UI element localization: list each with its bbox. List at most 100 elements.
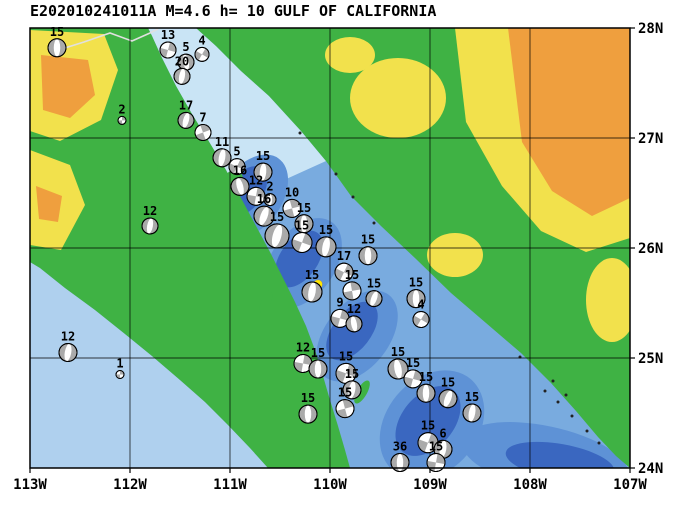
focal-mechanism [47,38,67,58]
lat-tick-label: 24N [638,461,663,477]
depth-label: 11 [215,135,229,149]
depth-label: 1 [116,357,123,371]
graticule-layer: 113W 112W 111W 110W 109W 108W 107W 28N 27N 26N 25N… [13,21,663,493]
depth-label: 13 [161,28,175,42]
focal-mechanism [412,311,430,328]
depth-label: 15 [409,276,423,290]
depth-label: 12 [61,330,75,344]
depth-label: 12 [143,204,157,218]
depth-label: 15 [297,201,311,215]
terrain-layer [30,28,630,468]
depth-label: 12 [347,302,361,316]
focal-mechanism [308,359,328,379]
lon-tick-label: 108W [513,477,547,493]
depth-label: 5 [233,145,240,159]
depth-label: 16 [257,192,271,206]
lat-tick-label: 25N [638,351,663,367]
focal-mechanism [345,315,363,333]
depth-label: 15 [301,391,315,405]
depth-label: 15 [305,268,319,282]
focal-mechanism [291,232,313,253]
highlands [30,28,630,342]
focal-mechanism [253,205,275,227]
focal-mechanism [406,289,426,309]
focal-mechanism [335,362,357,384]
depth-label: 17 [179,98,193,112]
depth-label: 15 [270,210,284,224]
focal-mechanism [212,148,232,168]
depth-label: 15 [361,233,375,247]
focal-mechanism [294,214,314,234]
depth-label: 15 [345,367,359,381]
coastal-islets [298,131,601,445]
depth-label: 4 [417,298,424,312]
depth-label: 20 [175,54,189,68]
depth-label: 15 [311,346,325,360]
depth-label: 6 [439,426,446,440]
depth-label: 15 [345,268,359,282]
focal-mechanism [173,67,191,85]
depth-label: 15 [429,440,443,454]
lon-tick-label: 110W [313,477,347,493]
focal-mechanism [230,176,250,196]
depth-label: 36 [393,440,407,454]
depth-label: 10 [285,185,299,199]
lon-tick-label: 111W [213,477,247,493]
depth-label: 9 [336,295,343,309]
depth-label: 17 [337,249,351,263]
depth-label: 16 [233,163,247,177]
focal-mechanism [426,453,446,472]
depth-label: 15 [367,277,381,291]
lon-tick-label: 107W [613,477,647,493]
lat-tick-label: 26N [638,241,663,257]
depth-label: 15 [256,149,270,163]
focal-mechanism [462,403,482,423]
focal-mechanism [335,399,355,419]
focal-mechanism [365,290,383,308]
pacific-ocean [30,262,268,468]
focal-mechanism [194,124,212,141]
focal-mechanism [194,46,210,62]
focal-mechanism [334,262,354,282]
lon-tick-label: 109W [413,477,447,493]
depth-label: 4 [198,33,205,47]
focal-mechanism-layer [47,38,482,472]
focal-mechanism [358,246,378,266]
focal-mechanism [387,358,409,380]
lat-tick-label: 27N [638,131,663,147]
depth-label: 15 [338,386,352,400]
depth-label: 5 [182,40,189,54]
focal-mechanism [417,432,439,454]
depth-label: 12 [249,173,263,187]
depth-label: 15 [319,223,333,237]
focal-mechanism [298,404,318,424]
map-frame [29,27,631,469]
focal-mechanism [117,115,127,125]
depth-label: 12 [296,341,310,355]
focal-mechanism [342,281,362,301]
focal-mechanism [177,111,195,129]
focal-mechanism [438,389,458,409]
focal-mechanism [141,217,159,235]
focal-mechanism [253,162,273,182]
depth-label: 15 [441,376,455,390]
depth-label: 15 [419,370,433,384]
lat-tick-label: 28N [638,21,663,37]
depth-label: 15 [406,356,420,370]
lon-tick-label: 113W [13,477,47,493]
depth-label: 15 [391,345,405,359]
focal-mechanism [264,223,290,249]
focal-mechanism [58,343,78,362]
depth-label: 7 [199,111,206,125]
plot-title: E202010241011A M=4.6 h= 10 GULF OF CALIF… [30,2,437,20]
focal-mechanism [403,369,423,389]
focal-mechanism [390,453,410,472]
focal-mechanism [282,198,302,218]
focal-mechanism [115,370,125,379]
focal-mechanism [315,236,337,258]
focal-mechanism [228,158,246,176]
lon-tick-label: 112W [113,477,147,493]
